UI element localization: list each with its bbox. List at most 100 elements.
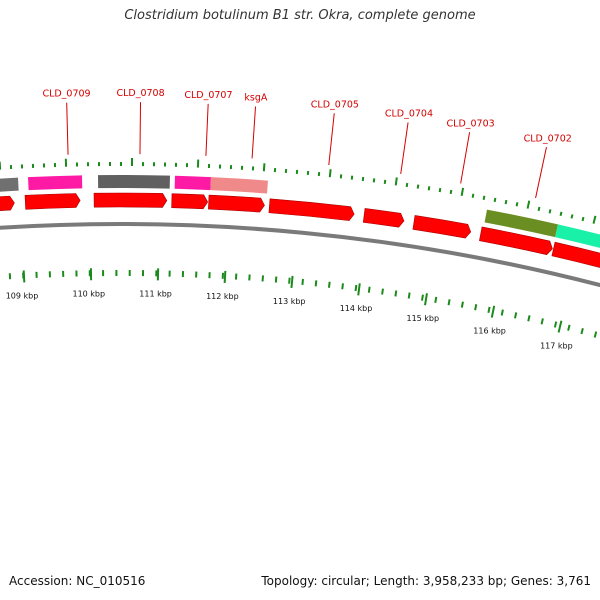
scale-label: 113 kbp <box>273 297 306 306</box>
outer-tick <box>515 202 519 207</box>
scale-tick-minor <box>327 281 331 288</box>
gene-labels: CLD_0709 CLD_0708 CLD_0707 ksgA CLD_0705 CLD_… <box>42 88 572 199</box>
feature-track-upper <box>0 174 600 248</box>
scale-tick-minor <box>500 309 504 316</box>
gene-label: CLD_0703 <box>447 118 495 129</box>
scale-tick-minor <box>434 296 438 304</box>
scale-tick-major <box>424 293 428 306</box>
gene-leader-line <box>205 103 209 156</box>
scale-tick-track <box>8 268 598 338</box>
feature-cld-0707 <box>174 175 211 191</box>
outer-tick <box>537 206 541 212</box>
outer-tick <box>581 216 585 222</box>
outer-tick <box>482 195 486 200</box>
outer-tick <box>262 163 266 172</box>
genome-backbone <box>0 222 600 288</box>
scale-tick-minor <box>274 276 278 283</box>
gene-label: CLD_0708 <box>116 88 164 99</box>
scale-tick-minor <box>593 331 598 338</box>
scale-label: 112 kbp <box>206 292 239 301</box>
outer-tick <box>460 187 465 196</box>
scale-tick-minor <box>487 306 491 313</box>
scale-tick-minor <box>288 277 291 284</box>
outer-tick <box>427 186 431 191</box>
scale-label: 114 kbp <box>340 304 373 313</box>
outer-tick <box>548 209 552 214</box>
gene-label: CLD_0704 <box>385 109 433 120</box>
scale-tick-major <box>22 270 26 283</box>
gene-leader-line <box>66 102 69 155</box>
scale-tick-minor <box>527 315 531 322</box>
gene-label: CLD_0702 <box>524 133 572 144</box>
cds-arrow-6 <box>268 198 355 221</box>
scale-tick-minor <box>567 324 571 331</box>
outer-tick <box>328 169 332 178</box>
gene-leader-line <box>251 106 257 159</box>
feature-teal-right <box>555 224 600 248</box>
scale-tick-minor <box>540 318 544 325</box>
scale-tick-minor <box>553 321 558 328</box>
gene-leader-line <box>400 122 409 175</box>
scale-tick-minor <box>394 290 398 297</box>
outer-tick <box>372 178 376 183</box>
outer-tick <box>405 182 409 188</box>
scale-labels: 109 kbp 110 kbp 111 kbp 112 kbp 113 kbp 114 k… <box>6 289 573 350</box>
outer-tick <box>526 200 531 209</box>
outer-tick <box>471 193 475 198</box>
feature-cld-0702 <box>484 209 558 238</box>
scale-tick-minor <box>381 288 384 295</box>
scale-tick-minor <box>301 278 304 286</box>
outer-tick <box>394 177 398 186</box>
outer-tick-track <box>0 158 597 224</box>
cds-arrow-3 <box>93 192 168 208</box>
scale-tick-minor <box>341 283 344 290</box>
feature-track-lower <box>0 192 600 268</box>
scale-tick-major <box>290 275 294 289</box>
cds-arrow-7 <box>362 208 405 228</box>
scale-label: 111 kbp <box>139 289 172 298</box>
scale-tick-minor <box>580 327 584 335</box>
scale-label: 116 kbp <box>473 326 506 335</box>
scale-tick-minor <box>447 299 451 306</box>
cds-arrow-2 <box>24 193 81 210</box>
scale-tick-major <box>223 270 227 284</box>
cds-arrow-5 <box>208 194 265 213</box>
gene-label: ksgA <box>244 93 267 104</box>
outer-tick <box>559 211 563 217</box>
gene-label: CLD_0705 <box>311 99 359 110</box>
outer-tick <box>416 184 420 189</box>
genome-summary-text: Topology: circular; Length: 3,958,233 bp… <box>261 574 591 588</box>
gene-leader-line <box>139 102 142 155</box>
feature-gray-left <box>0 177 19 192</box>
cds-arrow-9 <box>479 226 553 256</box>
scale-label: 109 kbp <box>6 292 39 301</box>
gene-leader-line <box>535 147 547 199</box>
outer-tick <box>570 214 574 219</box>
scale-label: 115 kbp <box>406 314 439 323</box>
gene-label: CLD_0709 <box>42 89 90 100</box>
scale-tick-major <box>557 320 563 333</box>
scale-tick-major <box>357 283 361 296</box>
scale-tick-minor <box>354 284 358 292</box>
scale-label: 117 kbp <box>540 341 573 350</box>
gene-leader-line <box>460 132 471 184</box>
outer-tick <box>449 189 453 195</box>
scale-tick-minor <box>314 280 318 287</box>
feature-cld-0708 <box>98 174 170 189</box>
gene-label: CLD_0707 <box>184 90 232 101</box>
scale-tick-minor <box>420 294 424 301</box>
scale-tick-minor <box>367 286 371 293</box>
scale-tick-minor <box>460 301 464 308</box>
scale-tick-major <box>490 305 496 318</box>
feature-ksga <box>210 177 268 194</box>
scale-tick-minor <box>474 304 478 311</box>
outer-tick <box>493 197 497 203</box>
gene-leader-line <box>328 113 335 166</box>
feature-cld-0709 <box>28 175 83 191</box>
cds-arrow-10 <box>551 241 600 268</box>
scale-label: 110 kbp <box>72 289 105 298</box>
accession-text: Accession: NC_010516 <box>9 574 146 588</box>
cds-arrow-8 <box>412 215 472 239</box>
outer-tick <box>383 179 387 184</box>
